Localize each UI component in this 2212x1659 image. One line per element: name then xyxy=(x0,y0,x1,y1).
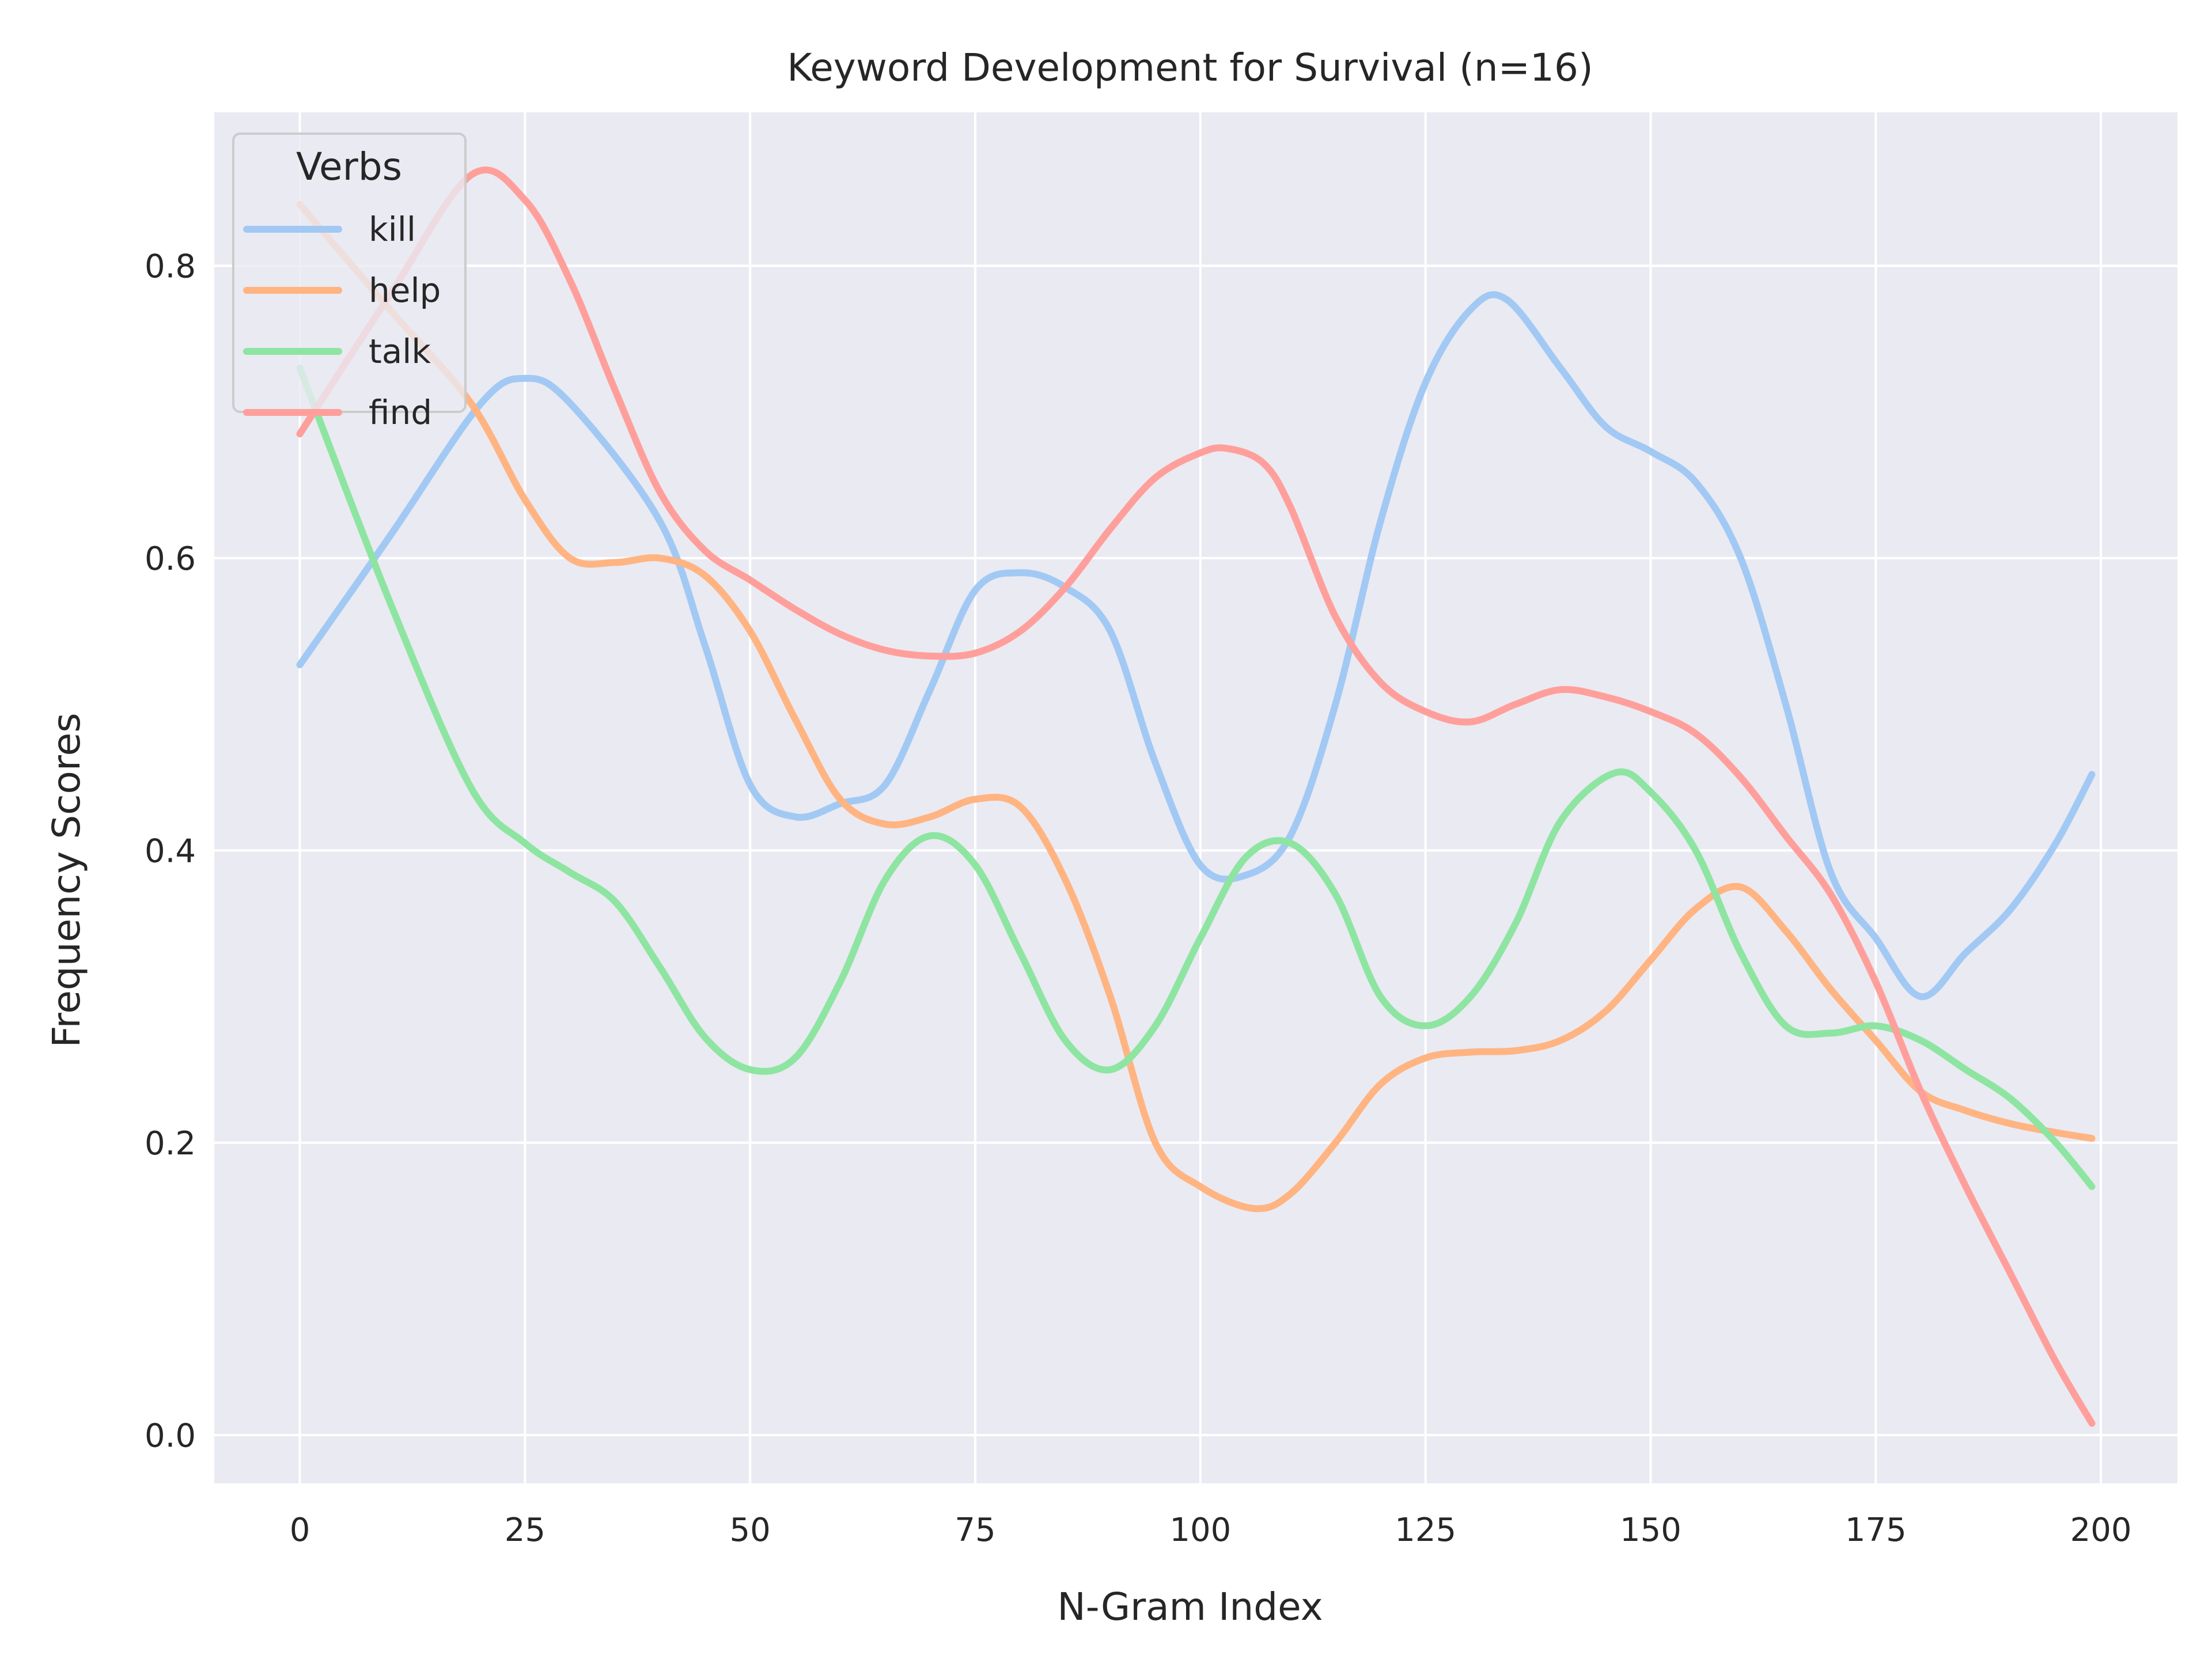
y-tick-label: 0.6 xyxy=(145,540,196,578)
series-lines xyxy=(296,166,2096,1427)
x-tick-label: 50 xyxy=(730,1512,771,1549)
series-line-kill xyxy=(296,291,2096,1001)
plot-area xyxy=(214,112,2177,1483)
legend-entries: kill help talk find xyxy=(243,210,441,432)
y-tick-label: 0.2 xyxy=(145,1125,196,1162)
x-tick-label: 75 xyxy=(955,1512,995,1549)
series-line-help xyxy=(296,200,2096,1213)
y-tick-label: 0.4 xyxy=(145,832,196,870)
series-line-talk xyxy=(296,365,2096,1190)
x-tick-label: 200 xyxy=(2070,1512,2132,1549)
legend-label-find: find xyxy=(369,393,432,432)
legend-label-talk: talk xyxy=(369,332,431,371)
x-tick-label: 0 xyxy=(290,1512,310,1549)
x-tick-label: 100 xyxy=(1169,1512,1231,1549)
gridlines xyxy=(214,112,2177,1483)
legend: Verbs kill help talk find xyxy=(232,132,467,432)
series-line-find xyxy=(296,166,2096,1427)
legend-box xyxy=(232,132,467,413)
legend-title: Verbs xyxy=(296,145,402,189)
y-axis-label: Frequency Scores xyxy=(44,713,89,1047)
legend-label-help: help xyxy=(369,271,441,310)
chart-title: Keyword Development for Survival (n=16) xyxy=(787,46,1593,90)
tick-labels: 0 25 50 75 100 125 150 175 200 0.0 0.2 0.4 0.6 0.8 xyxy=(145,248,2132,1549)
x-tick-label: 175 xyxy=(1845,1512,1907,1549)
x-tick-label: 125 xyxy=(1395,1512,1456,1549)
y-tick-label: 0.0 xyxy=(145,1417,196,1455)
legend-label-kill: kill xyxy=(369,210,416,249)
y-tick-label: 0.8 xyxy=(145,248,196,285)
x-axis-label: N-Gram Index xyxy=(1057,1585,1323,1629)
x-tick-label: 25 xyxy=(505,1512,546,1549)
x-tick-label: 150 xyxy=(1620,1512,1681,1549)
